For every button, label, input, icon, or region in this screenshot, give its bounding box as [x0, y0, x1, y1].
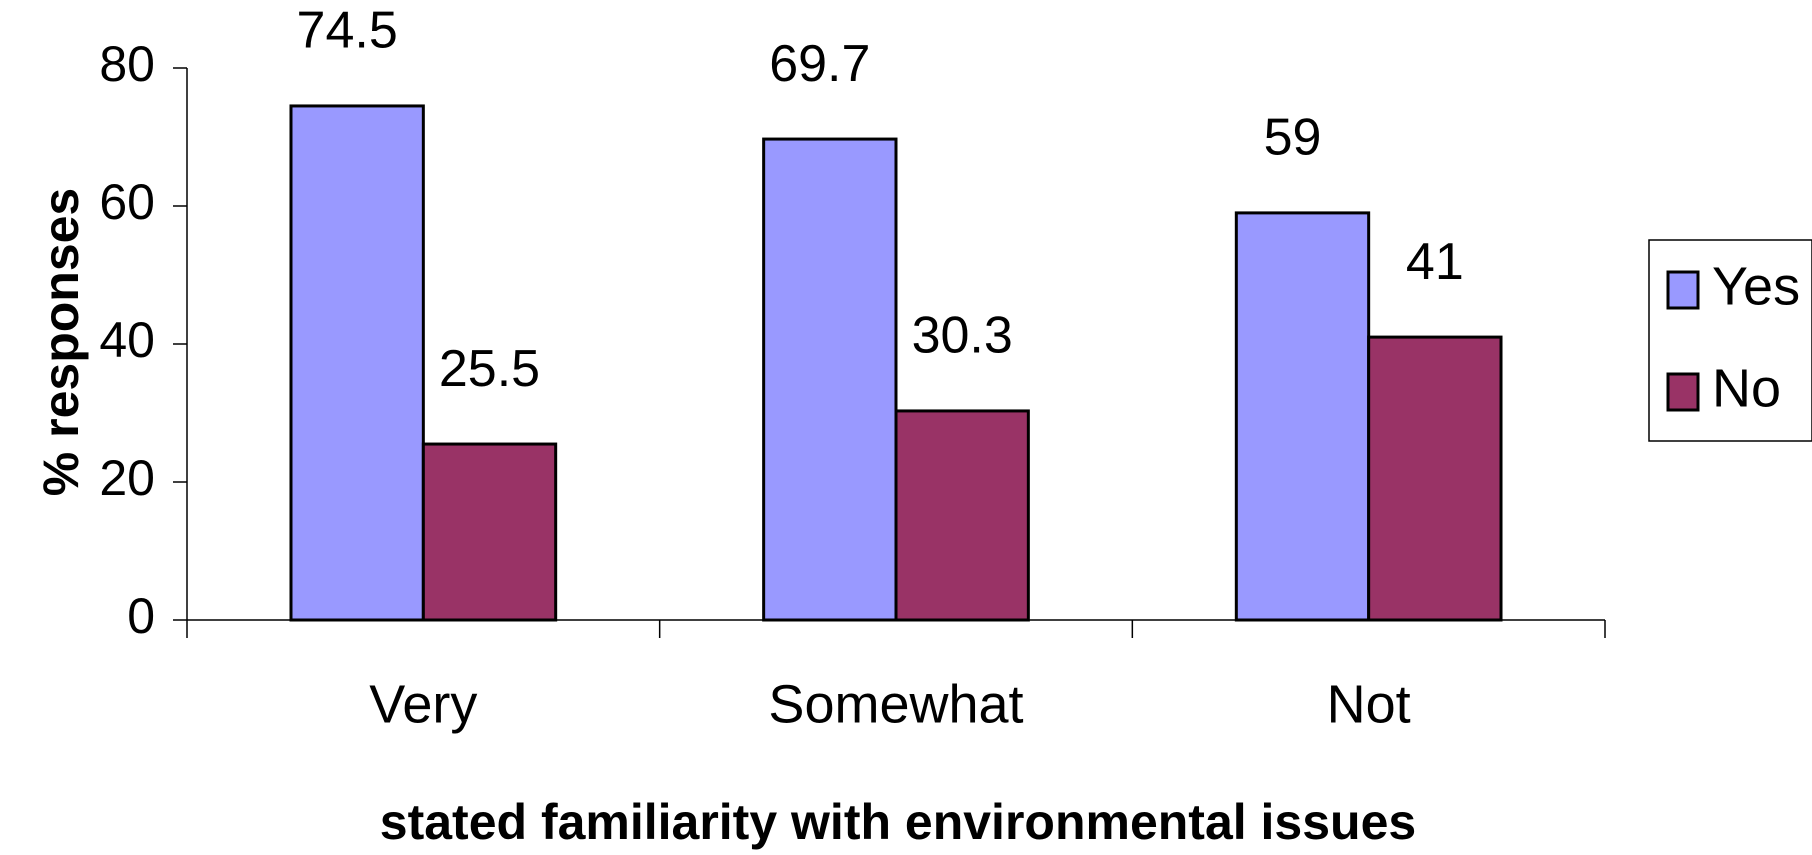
y-tick-label: 80	[99, 36, 155, 92]
y-axis-title: % responses	[33, 188, 89, 496]
y-tick-label: 20	[99, 450, 155, 506]
data-label: 41	[1406, 233, 1464, 291]
bar-no-very	[421, 442, 558, 622]
legend-label-no: No	[1712, 358, 1781, 418]
legend-label-yes: Yes	[1712, 256, 1800, 316]
bar-yes-somewhat	[762, 137, 898, 622]
data-label: 25.5	[439, 340, 540, 398]
x-category-label: Very	[369, 674, 477, 734]
x-axis-title: stated familiarity with environmental is…	[380, 794, 1416, 850]
data-label: 30.3	[912, 307, 1013, 365]
y-tick-label: 40	[99, 312, 155, 368]
y-ticks: 0 20 40 60 80	[99, 36, 187, 644]
y-tick-label: 0	[127, 588, 155, 644]
bar-yes-not	[1234, 211, 1371, 622]
x-ticks: Very Somewhat Not	[186, 620, 1606, 734]
bar-yes-very	[289, 104, 425, 622]
bar-no-somewhat	[894, 409, 1030, 622]
data-label: 69.7	[769, 35, 870, 93]
y-tick-label: 60	[99, 174, 155, 230]
data-label: 59	[1264, 109, 1322, 167]
legend-swatch-yes	[1666, 270, 1700, 310]
data-labels: 74.5 25.5 69.7 30.3 59 41	[297, 2, 1464, 398]
data-label: 74.5	[297, 2, 398, 60]
legend-items: Yes No	[1666, 256, 1800, 418]
legend: Yes No	[1648, 239, 1812, 442]
bars	[289, 104, 1503, 622]
x-category-label: Not	[1327, 674, 1411, 734]
x-category-label: Somewhat	[768, 674, 1023, 734]
bar-no-not	[1367, 335, 1503, 622]
legend-swatch-no	[1666, 372, 1700, 412]
